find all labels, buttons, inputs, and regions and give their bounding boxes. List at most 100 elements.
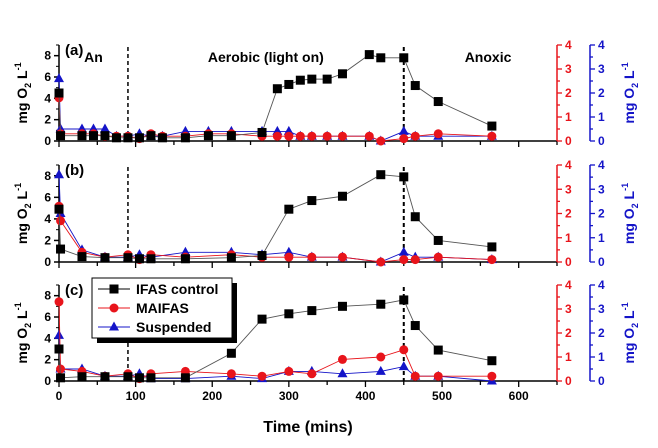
- left-y-tick-label: 2: [44, 353, 51, 367]
- right-blue-y-tick-label: 1: [598, 231, 605, 245]
- data-point-square: [376, 53, 386, 63]
- right-blue-y-tick-label: 4: [598, 158, 605, 172]
- data-point-circle: [307, 131, 317, 141]
- right-y-axis-label: mg O2 L-1: [620, 302, 640, 363]
- data-point-circle: [433, 129, 443, 139]
- data-point-square: [257, 314, 267, 324]
- data-point-triangle: [375, 365, 386, 375]
- data-point-square: [111, 133, 121, 143]
- legend-marker-triangle: [109, 321, 119, 331]
- series-line: [58, 54, 493, 139]
- data-point-square: [77, 372, 87, 382]
- data-point-triangle: [54, 169, 64, 179]
- left-y-tick-label: 8: [44, 289, 51, 303]
- data-point-square: [54, 204, 64, 214]
- legend-entry: Suspended: [98, 319, 211, 335]
- data-point-circle: [54, 297, 64, 307]
- data-point-square: [257, 127, 267, 137]
- data-point-circle: [399, 345, 409, 355]
- right-red-y-tick-label: 4: [565, 278, 572, 292]
- panel-label: (c): [65, 282, 83, 299]
- right-red-y-tick-label: 0: [565, 374, 572, 388]
- x-tick-label: 600: [509, 389, 529, 403]
- data-point-circle: [337, 354, 347, 364]
- data-point-square: [146, 254, 156, 264]
- data-point-square: [134, 373, 144, 383]
- x-tick-label: 200: [202, 389, 222, 403]
- right-y-axis-label: mg O2 L-1: [620, 62, 640, 123]
- data-point-square: [307, 306, 317, 316]
- data-point-square: [487, 121, 497, 131]
- data-point-square: [433, 97, 443, 107]
- data-point-square: [226, 131, 236, 141]
- legend-label: MAIFAS: [136, 300, 189, 316]
- right-red-y-tick-label: 2: [565, 326, 572, 340]
- data-point-circle: [284, 366, 294, 376]
- right-blue-y-tick-label: 2: [598, 326, 605, 340]
- data-point-circle: [307, 369, 317, 379]
- data-point-triangle: [398, 246, 409, 256]
- data-point-square: [88, 131, 98, 141]
- data-point-square: [226, 253, 236, 263]
- data-point-square: [433, 235, 443, 245]
- data-point-square: [134, 133, 144, 143]
- data-point-circle: [399, 255, 409, 265]
- data-point-square: [307, 196, 317, 206]
- panel-c: 0 2 4 6 8 mg O2 L-1 0 1 2 3 4 0 1 2 3 4 mg O2 L-1 (c): [13, 278, 640, 388]
- left-y-axis-label: mg O2 L-1: [13, 183, 33, 244]
- left-y-tick-label: 6: [44, 70, 51, 84]
- series-ifas-control: [54, 170, 497, 264]
- data-point-circle: [364, 131, 374, 141]
- data-point-square: [376, 170, 386, 180]
- data-point-circle: [257, 371, 267, 381]
- data-point-square: [146, 373, 156, 383]
- data-point-circle: [376, 257, 386, 267]
- right-blue-y-tick-label: 1: [598, 110, 605, 124]
- data-point-circle: [376, 352, 386, 362]
- right-blue-y-tick-label: 3: [598, 62, 605, 76]
- right-blue-y-tick-label: 1: [598, 350, 605, 364]
- data-point-triangle: [398, 125, 409, 135]
- left-y-tick-label: 2: [44, 113, 51, 127]
- data-point-square: [146, 131, 156, 141]
- right-red-y-tick-label: 4: [565, 158, 572, 172]
- data-point-circle: [272, 131, 282, 141]
- data-point-square: [410, 321, 420, 331]
- data-point-square: [410, 81, 420, 91]
- data-point-square: [284, 204, 294, 214]
- data-point-square: [257, 251, 267, 261]
- panels: 0 2 4 6 8 mg O2 L-1 0 1 2 3 4 0 1 2 3 4 mg O2 L-1 (a) An Ae…: [13, 38, 640, 388]
- data-point-circle: [410, 371, 420, 381]
- right-red-y-tick-label: 2: [565, 86, 572, 100]
- panel-a: 0 2 4 6 8 mg O2 L-1 0 1 2 3 4 0 1 2 3 4 mg O2 L-1 (a) An Ae…: [13, 38, 640, 148]
- right-red-y-tick-label: 0: [565, 134, 572, 148]
- left-y-tick-label: 8: [44, 169, 51, 183]
- legend-label: Suspended: [136, 319, 211, 335]
- series-suspended: [54, 169, 497, 266]
- left-y-tick-label: 6: [44, 190, 51, 204]
- legend-marker-square: [109, 284, 119, 294]
- data-point-square: [100, 131, 110, 141]
- data-point-circle: [284, 131, 294, 141]
- left-y-tick-label: 4: [44, 212, 51, 226]
- right-blue-y-tick-label: 4: [598, 38, 605, 52]
- data-point-square: [56, 131, 66, 141]
- data-point-circle: [322, 131, 332, 141]
- right-blue-y-tick-label: 0: [598, 134, 605, 148]
- data-point-square: [100, 253, 110, 263]
- data-point-circle: [337, 131, 347, 141]
- data-point-circle: [337, 252, 347, 262]
- x-tick-label: 300: [279, 389, 299, 403]
- data-point-triangle: [398, 361, 409, 371]
- data-point-circle: [56, 216, 66, 226]
- phase-label: An: [84, 49, 103, 65]
- data-point-square: [123, 133, 133, 143]
- right-blue-y-tick-label: 3: [598, 182, 605, 196]
- data-point-square: [54, 344, 64, 354]
- data-point-square: [295, 75, 305, 85]
- right-red-y-tick-label: 0: [565, 255, 572, 269]
- data-point-square: [487, 356, 497, 366]
- data-point-square: [364, 50, 374, 60]
- data-point-square: [284, 79, 294, 89]
- data-point-square: [100, 372, 110, 382]
